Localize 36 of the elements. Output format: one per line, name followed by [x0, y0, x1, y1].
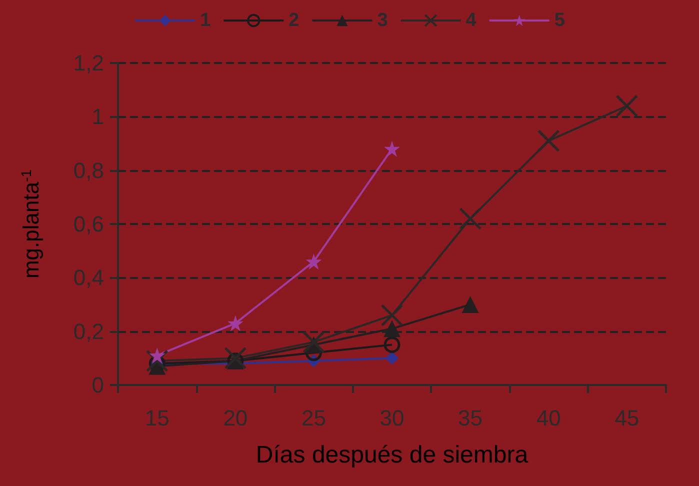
x-tick-label: 40 — [536, 406, 561, 430]
point — [384, 336, 400, 353]
point — [146, 350, 168, 372]
point — [306, 254, 322, 270]
x-tick-label: 35 — [458, 406, 483, 430]
point — [386, 352, 398, 365]
y-tick-label: 1,2 — [73, 50, 104, 76]
legend-label: 4 — [466, 10, 477, 31]
x-tick-label: 30 — [380, 406, 404, 430]
y-tick-label: 0,6 — [73, 212, 104, 236]
x-axis-title: Días después de siembra — [256, 442, 529, 468]
point — [149, 347, 166, 364]
y-tick-label: 0,4 — [73, 265, 104, 290]
point — [462, 296, 479, 313]
x-tick-label: 20 — [223, 406, 248, 430]
y-tick-label: 0 — [92, 372, 104, 398]
x-tick-label: 15 — [144, 406, 170, 430]
legend-label: 1 — [200, 10, 212, 31]
y-tick-label: 0,2 — [73, 318, 104, 344]
point — [537, 130, 560, 152]
point — [302, 330, 325, 354]
legend-label: 3 — [377, 10, 388, 31]
point — [227, 315, 244, 332]
point — [459, 207, 482, 230]
legend-label: 5 — [554, 10, 566, 31]
x-tick-label: 25 — [301, 406, 326, 430]
point — [384, 320, 400, 338]
legend-label: 2 — [288, 10, 300, 31]
point — [224, 346, 247, 370]
y-tick-label: 1 — [92, 104, 104, 130]
y-tick-label: 0,8 — [73, 158, 104, 183]
point — [616, 94, 638, 118]
x-tick-label: 45 — [614, 406, 640, 430]
point — [384, 140, 400, 157]
y-axis-title: mg.planta-1 — [18, 169, 44, 279]
point — [380, 304, 404, 326]
